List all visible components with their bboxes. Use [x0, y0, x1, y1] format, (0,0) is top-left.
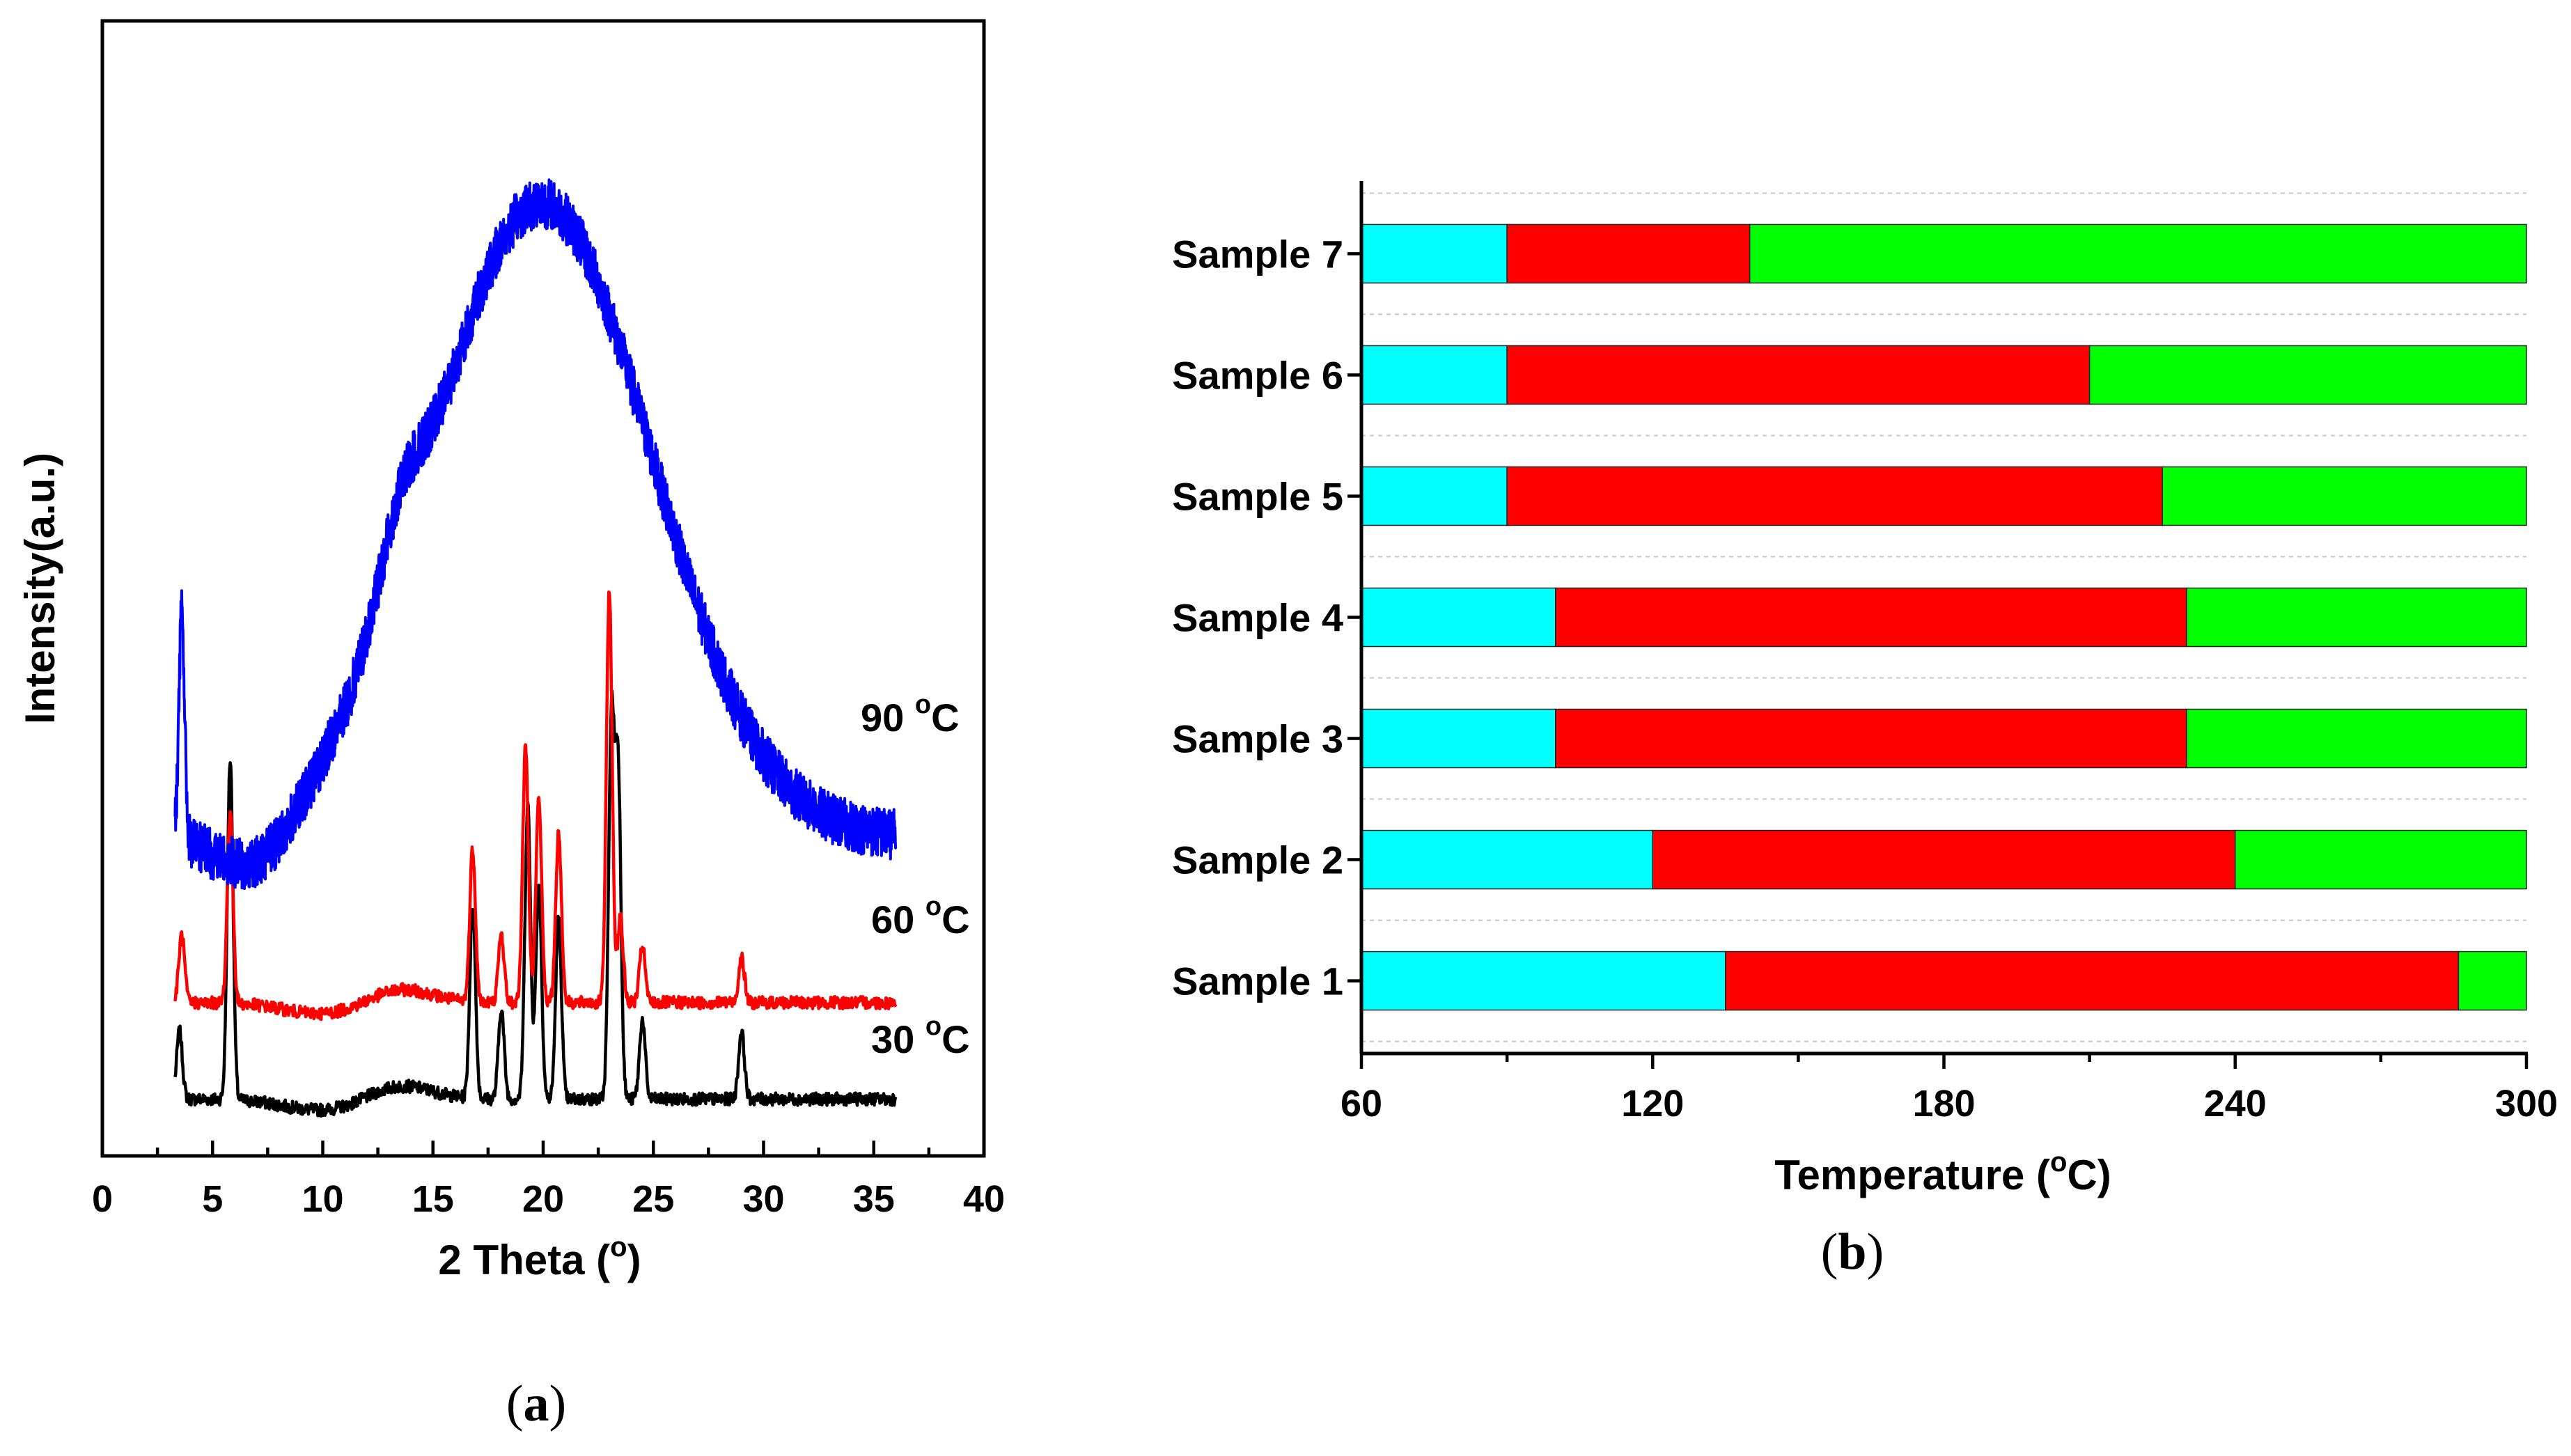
bar-segment-cyan	[1361, 829, 1653, 890]
bar-grid-lines	[1361, 192, 2526, 1042]
xrd-series-line	[173, 178, 898, 891]
bar-segment-green	[1749, 224, 2527, 284]
bar-segment-red	[1725, 950, 2460, 1011]
bar-category-label: Sample 2	[1172, 838, 1343, 882]
bar-segment-red	[1555, 587, 2187, 648]
xrd-x-tick-label: 5	[202, 1178, 223, 1220]
bar-segment-green	[2186, 708, 2527, 769]
xrd-x-tick-label: 40	[963, 1178, 1005, 1220]
bar-x-axis-title: Temperature (oC)	[1774, 1147, 2111, 1198]
bar-segment-red	[1555, 708, 2187, 769]
xrd-x-tick-label: 10	[302, 1178, 343, 1220]
series-label-30c: 30 oC	[871, 1012, 970, 1061]
series-label-90c: 90 oC	[861, 690, 960, 739]
bar-segment-cyan	[1361, 708, 1556, 769]
bar-x-tick-label: 240	[2204, 1083, 2267, 1125]
bar-segment-red	[1506, 224, 1751, 284]
xrd-series-line	[173, 689, 898, 1118]
bar-segment-cyan	[1361, 345, 1508, 405]
bar-segment-green	[2088, 345, 2527, 405]
bar-category-label: Sample 3	[1172, 717, 1343, 761]
bar-segments	[1361, 224, 2527, 1011]
xrd-series-labels: 90 oC 60 oC 30 oC	[861, 690, 970, 1061]
bar-segment-cyan	[1361, 466, 1508, 526]
xrd-x-ticks: 0 5 10 15 20 25 30 35 40	[92, 1141, 1005, 1220]
bar-x-tick-label: 180	[1912, 1083, 1975, 1125]
bar-y-ticks: Sample 7 Sample 6 Sample 5 Sample 4 Sample 3…	[1172, 232, 1361, 1003]
xrd-x-axis-title: 2 Theta (o)	[438, 1232, 641, 1283]
panel-label-b: (b)	[1821, 1223, 1884, 1281]
xrd-series-line	[173, 590, 898, 1021]
bar-x-tick-label: 60	[1341, 1083, 1382, 1125]
xrd-series-group	[173, 178, 898, 1118]
xrd-y-axis-title: Intensity(a.u.)	[17, 453, 63, 724]
bar-segment-green	[2457, 950, 2527, 1011]
bar-segment-red	[1506, 345, 2091, 405]
bar-category-label: Sample 1	[1172, 960, 1343, 1003]
bar-x-tick-label: 120	[1621, 1083, 1684, 1125]
bar-x-tick-label: 300	[2495, 1083, 2558, 1125]
bar-category-label: Sample 4	[1172, 596, 1343, 640]
bar-x-ticks: 60 120 180 240 300	[1341, 1054, 2558, 1125]
bar-segment-red	[1506, 466, 2163, 526]
series-label-60c: 60 oC	[871, 892, 970, 941]
xrd-x-tick-label: 20	[522, 1178, 564, 1220]
bar-segment-green	[2162, 466, 2527, 526]
xrd-x-tick-label: 15	[412, 1178, 454, 1220]
xrd-chart: 0 5 10 15 20 25 30 35 40 Intensity(a.u.) 2 Theta…	[17, 19, 1005, 1432]
bar-segment-green	[2186, 587, 2527, 648]
xrd-x-tick-label: 25	[632, 1178, 674, 1220]
bar-segment-cyan	[1361, 224, 1508, 284]
panel-label-a: (a)	[506, 1375, 566, 1432]
bar-segment-green	[2235, 829, 2527, 890]
bar-segment-red	[1652, 829, 2236, 890]
xrd-x-tick-label: 35	[853, 1178, 895, 1220]
xrd-x-tick-label: 0	[92, 1178, 113, 1220]
bar-segment-cyan	[1361, 950, 1726, 1011]
bar-category-label: Sample 7	[1172, 232, 1343, 276]
bar-segment-cyan	[1361, 587, 1556, 648]
bar-category-label: Sample 5	[1172, 474, 1343, 518]
temperature-bar-chart: Sample 7 Sample 6 Sample 5 Sample 4 Sample 3…	[1172, 181, 2558, 1281]
xrd-x-tick-label: 30	[742, 1178, 784, 1220]
bar-category-label: Sample 6	[1172, 353, 1343, 397]
